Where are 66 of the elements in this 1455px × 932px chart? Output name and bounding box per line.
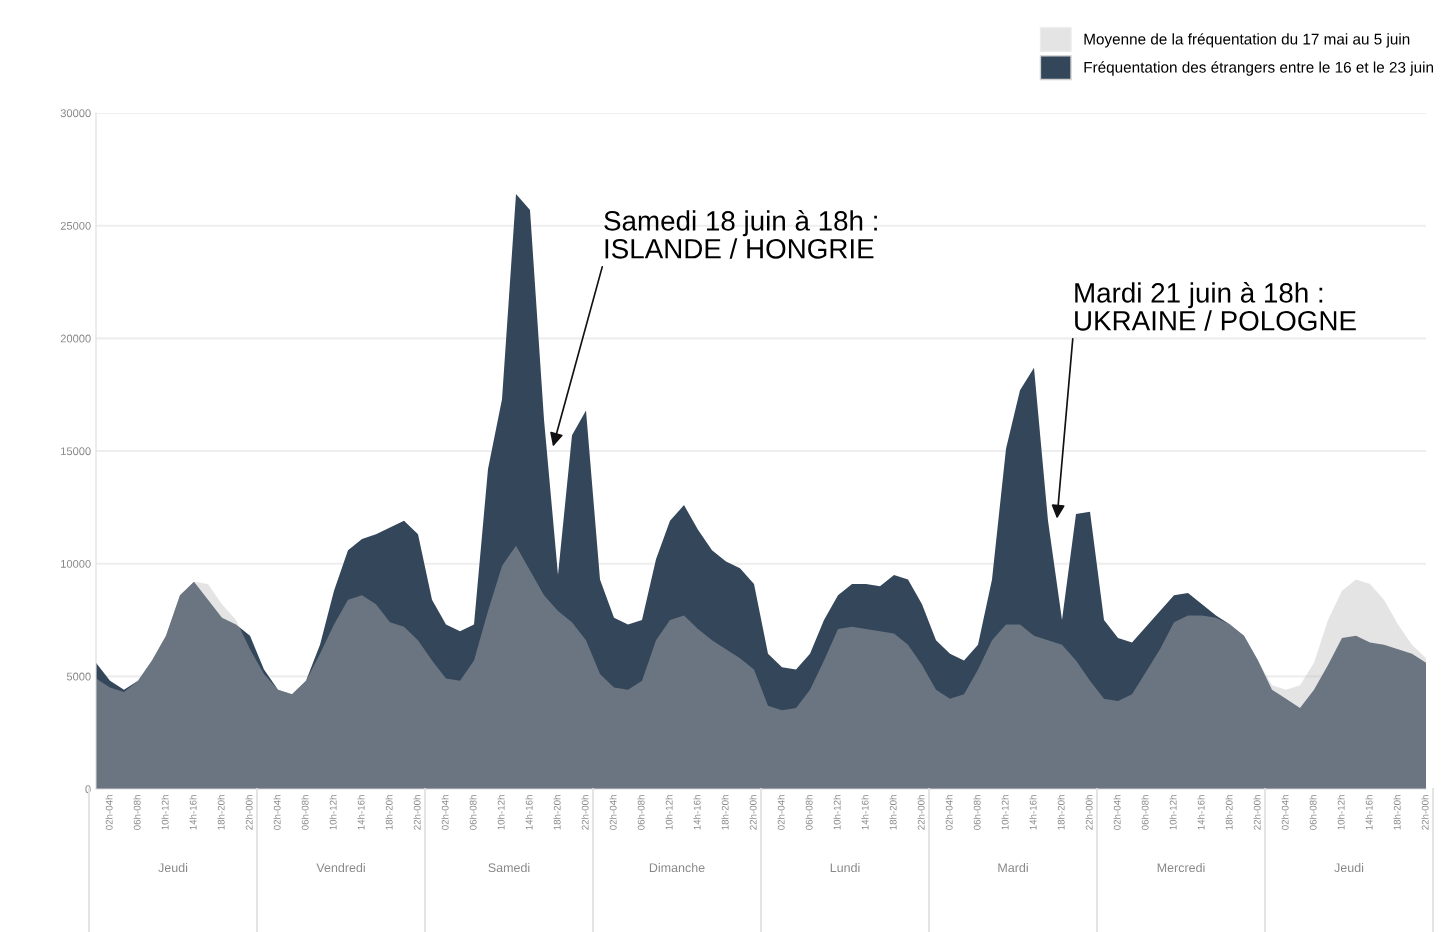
x-tick-label: 22h-00h bbox=[245, 795, 253, 830]
x-tick-label: 02h-04h bbox=[441, 795, 449, 830]
x-tick-label: 06h-08h bbox=[133, 795, 141, 830]
x-tick-label: 14h-16h bbox=[1197, 795, 1205, 830]
x-tick-label: 06h-08h bbox=[469, 795, 477, 830]
x-tick-label: 22h-00h bbox=[1253, 795, 1261, 830]
text: Dimanche bbox=[649, 862, 705, 873]
x-tick-label: 18h-20h bbox=[1057, 795, 1065, 830]
x-tick-label: 22h-00h bbox=[1421, 795, 1429, 830]
annotation: Mardi 21 juin à 18h : UKRAINE / POLOGNE bbox=[1075, 282, 1356, 331]
x-tick-label: 14h-16h bbox=[693, 795, 701, 830]
x-tick-label: 10h-12h bbox=[329, 795, 337, 830]
x-tick-label: 06h-08h bbox=[1309, 795, 1317, 830]
x-tick-label: 02h-04h bbox=[945, 795, 953, 830]
x-tick-label: 10h-12h bbox=[497, 795, 505, 830]
x-tick-label: 10h-12h bbox=[161, 795, 169, 830]
x-tick-label: 02h-04h bbox=[1281, 795, 1289, 830]
x-tick-label: 06h-08h bbox=[1141, 795, 1149, 830]
x-tick-label: 02h-04h bbox=[609, 795, 617, 830]
x-tick-label: 10h-12h bbox=[665, 795, 673, 830]
x-tick-label: 18h-20h bbox=[1393, 795, 1401, 830]
x-tick-label: 18h-20h bbox=[553, 795, 561, 830]
x-tick-label: 22h-00h bbox=[749, 795, 757, 830]
x-tick-label: 22h-00h bbox=[581, 795, 589, 830]
text: Jeudi bbox=[1334, 862, 1364, 873]
x-tick-label: 14h-16h bbox=[1365, 795, 1373, 830]
x-tick-label: 22h-00h bbox=[917, 795, 925, 830]
x-tick-label: 22h-00h bbox=[1085, 795, 1093, 830]
text: Vendredi bbox=[316, 862, 365, 873]
x-tick-label: 22h-00h bbox=[413, 795, 421, 830]
annotation: Samedi 18 juin à 18h : ISLANDE / HONGRIE bbox=[604, 210, 877, 259]
text: Mercredi bbox=[1157, 862, 1205, 873]
x-tick-label: 02h-04h bbox=[777, 795, 785, 830]
text: Samedi bbox=[488, 862, 530, 873]
x-tick-label: 02h-04h bbox=[1113, 795, 1121, 830]
x-tick-label: 14h-16h bbox=[189, 795, 197, 830]
x-tick-label: 18h-20h bbox=[1225, 795, 1233, 830]
x-tick-label: 02h-04h bbox=[273, 795, 281, 830]
y-tick-label: 10000 bbox=[61, 559, 91, 568]
x-tick-label: 02h-04h bbox=[105, 795, 113, 830]
x-tick-label: 10h-12h bbox=[1337, 795, 1345, 830]
text: Mardi bbox=[998, 862, 1028, 873]
legend-label: Fréquentation des étrangers entre le 16 et le 23 juin bbox=[1084, 61, 1434, 76]
x-tick-label: 10h-12h bbox=[833, 795, 841, 830]
x-tick-label: 14h-16h bbox=[357, 795, 365, 830]
x-tick-label: 18h-20h bbox=[217, 795, 225, 830]
x-tick-label: 06h-08h bbox=[973, 795, 981, 830]
y-tick-label: 15000 bbox=[61, 447, 91, 456]
text: Lundi bbox=[830, 862, 860, 873]
text: Jeudi bbox=[158, 862, 188, 873]
x-tick-label: 06h-08h bbox=[637, 795, 645, 830]
y-tick-label: 20000 bbox=[60, 334, 91, 343]
x-tick-label: 06h-08h bbox=[301, 795, 309, 830]
x-tick-label: 18h-20h bbox=[385, 795, 393, 830]
x-tick-label: 14h-16h bbox=[861, 795, 869, 830]
y-tick-label: 30000 bbox=[60, 109, 91, 118]
legend-label: Moyenne de la fréquentation du 17 mai au 5 juin bbox=[1084, 33, 1410, 48]
x-tick-label: 10h-12h bbox=[1169, 795, 1177, 830]
y-tick-label: 25000 bbox=[60, 221, 91, 230]
x-tick-label: 14h-16h bbox=[525, 795, 533, 830]
y-tick-label: 5000 bbox=[66, 672, 91, 681]
x-tick-label: 06h-08h bbox=[805, 795, 813, 830]
x-tick-label: 18h-20h bbox=[721, 795, 729, 830]
x-tick-label: 14h-16h bbox=[1029, 795, 1037, 830]
x-tick-label: 18h-20h bbox=[889, 795, 897, 830]
x-tick-label: 10h-12h bbox=[1001, 795, 1009, 830]
